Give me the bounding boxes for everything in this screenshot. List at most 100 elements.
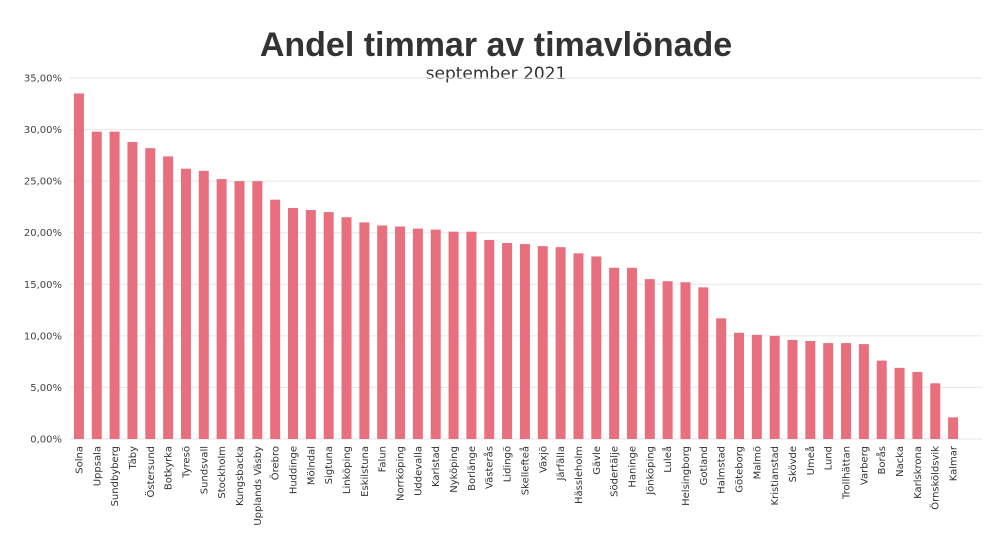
x-tick-label: Kalmar <box>949 445 960 481</box>
x-tick-label: Luleå <box>661 446 674 473</box>
bar <box>626 267 637 439</box>
bar <box>252 181 263 439</box>
x-tick-label: Jönköping <box>645 446 656 496</box>
x-tick-label: Växjö <box>538 446 549 473</box>
bar <box>591 256 602 439</box>
x-tick-label: Nyköping <box>449 446 460 493</box>
bar <box>377 225 388 439</box>
x-tick-label: Tyresö <box>181 446 192 479</box>
bar <box>305 210 316 439</box>
bar <box>127 141 138 439</box>
bar <box>73 93 84 439</box>
y-tick-label: 30,00% <box>24 125 62 136</box>
y-tick-label: 15,00% <box>24 280 62 291</box>
y-tick-label: 5,00% <box>30 383 62 394</box>
x-tick-label: Kristianstad <box>770 446 781 505</box>
bar <box>805 341 816 439</box>
bar <box>894 367 905 439</box>
bar <box>609 267 620 439</box>
bar <box>180 168 191 439</box>
bar <box>537 246 548 439</box>
bar <box>395 226 406 439</box>
bar <box>555 247 566 439</box>
bar <box>484 239 495 439</box>
x-tick-label: Göteborg <box>735 446 746 493</box>
bar <box>769 335 780 439</box>
bar <box>466 231 477 439</box>
x-tick-label: Halmstad <box>717 446 728 494</box>
bar <box>198 170 209 440</box>
x-tick-label: Botkyrka <box>164 446 175 490</box>
x-tick-label: Lidingö <box>503 446 514 482</box>
bar <box>948 417 959 439</box>
x-tick-label: Västerås <box>483 446 496 489</box>
bar <box>216 179 227 439</box>
y-tick-label: 20,00% <box>24 228 62 239</box>
bar <box>734 332 744 439</box>
x-tick-label: Trollhättan <box>842 446 853 500</box>
bar <box>912 371 923 439</box>
bar <box>662 281 673 439</box>
x-tick-label: Östersund <box>144 446 157 498</box>
x-tick-label: Malmö <box>752 446 763 479</box>
bar <box>359 222 370 439</box>
bar <box>430 229 441 439</box>
bar <box>145 148 156 439</box>
x-tick-label: Lund <box>824 446 835 470</box>
x-tick-label: Karlstad <box>431 446 442 487</box>
x-tick-label: Örnsköldsvik <box>929 446 942 510</box>
bar <box>448 231 459 439</box>
x-tick-label: Södertälje <box>610 446 621 497</box>
x-tick-label: Falun <box>378 446 389 472</box>
x-tick-label: Solna <box>74 446 85 474</box>
bar <box>341 217 352 439</box>
x-tick-label: Örebro <box>269 446 282 480</box>
x-tick-label: Skövde <box>788 446 799 482</box>
x-tick-label: Varberg <box>859 446 870 485</box>
x-tick-label: Kungsbacka <box>235 446 246 506</box>
bar <box>823 343 834 439</box>
y-tick-label: 35,00% <box>24 74 62 85</box>
x-tick-label: Borås <box>875 446 888 474</box>
bar <box>109 131 120 440</box>
y-tick-label: 0,00% <box>30 435 62 446</box>
x-tick-label: Linköping <box>342 446 353 494</box>
chart-title: Andel timmar av timavlönade <box>260 26 732 64</box>
x-tick-label: Gävle <box>592 446 603 475</box>
x-tick-label: Karlskrona <box>913 446 924 499</box>
bar <box>876 360 887 439</box>
bar <box>841 343 852 439</box>
x-tick-label: Haninge <box>627 446 638 488</box>
bar <box>412 228 423 439</box>
y-tick-label: 10,00% <box>24 331 62 342</box>
x-tick-label: Uppsala <box>92 446 103 486</box>
x-tick-label: Skellefteå <box>518 446 531 495</box>
bar <box>163 156 174 440</box>
bar <box>573 253 584 439</box>
x-tick-label: Sundbyberg <box>110 446 121 506</box>
bar <box>91 131 102 440</box>
x-tick-label: Eskilstuna <box>360 446 371 497</box>
y-tick-label: 25,00% <box>24 177 62 188</box>
x-tick-label: Nacka <box>895 446 906 477</box>
x-tick-label: Täby <box>128 446 139 470</box>
x-tick-label: Borlänge <box>467 446 478 491</box>
chart-subtitle: september 2021 <box>426 64 567 84</box>
bar <box>698 287 709 439</box>
x-tick-label: Upplands Väsby <box>253 446 264 526</box>
bar <box>519 244 530 439</box>
bar <box>930 383 941 439</box>
bar <box>680 282 691 439</box>
x-tick-label: Sigtuna <box>324 446 335 484</box>
x-tick-label: Mölndal <box>306 446 317 485</box>
bar <box>288 207 298 439</box>
x-tick-label: Hässleholm <box>574 446 585 504</box>
x-tick-label: Gotland <box>699 446 710 485</box>
x-tick-label: Huddinge <box>289 446 300 494</box>
bar <box>787 339 798 439</box>
bar <box>234 181 245 439</box>
x-tick-label: Sundsvall <box>199 446 210 494</box>
bar <box>270 199 281 439</box>
bar <box>323 212 334 439</box>
